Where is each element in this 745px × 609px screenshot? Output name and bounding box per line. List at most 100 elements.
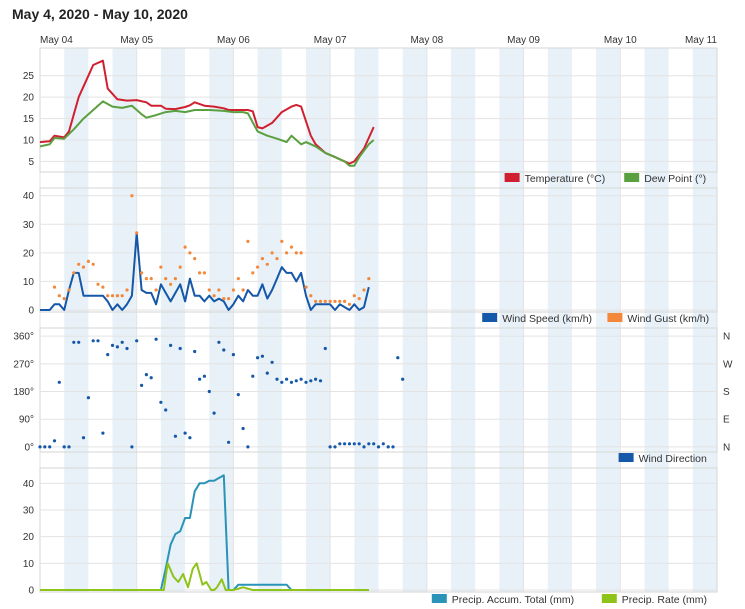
data-point-wind_direction [38, 445, 42, 449]
chart-panels: 5 10 15 20 25 0 10 20 30 40 0° 90° 180° 270° 360° N E S W N… [13, 47, 733, 597]
data-point-wind_direction [381, 442, 385, 446]
legend-label: Dew Point (°) [644, 173, 706, 185]
day-band [402, 48, 427, 592]
data-point-wind_direction [135, 339, 139, 343]
data-point-wind_direction [72, 340, 76, 344]
data-point-wind_direction [227, 440, 231, 444]
data-point-wind_gust [62, 297, 66, 301]
data-point-wind_gust [57, 294, 61, 298]
data-point-wind_direction [401, 377, 405, 381]
day-band [499, 48, 524, 592]
compass-label: E [723, 415, 730, 426]
data-point-wind_gust [231, 288, 235, 292]
data-point-wind_direction [222, 348, 226, 352]
y-tick-label: 10 [23, 559, 35, 570]
data-point-wind_direction [236, 393, 240, 397]
panel-wind: 0 10 20 30 40 [23, 187, 718, 317]
data-point-wind_gust [125, 288, 129, 292]
y-tick-label: 40 [23, 191, 35, 202]
x-tick-label: May 04 [40, 35, 73, 46]
data-point-wind_gust [101, 285, 105, 289]
legend-swatch [504, 173, 520, 182]
compass-label: S [723, 387, 730, 398]
legend-label: Wind Speed (km/h) [502, 313, 592, 325]
data-point-wind_gust [110, 294, 115, 298]
data-point-wind_direction [338, 442, 342, 446]
legends: Dew Point (°) Temperature (°C) Wind Gust (… [431, 173, 709, 606]
day-band [451, 48, 476, 592]
compass-label: N [723, 442, 730, 453]
data-point-wind_direction [347, 442, 352, 446]
x-tick-label: May 10 [604, 35, 637, 46]
data-point-wind_direction [314, 377, 318, 381]
y-tick-label: 90° [19, 415, 34, 426]
data-point-wind_direction [241, 426, 245, 431]
data-point-wind_gust [241, 288, 245, 292]
data-point-wind_direction [246, 445, 250, 449]
legend-swatch [618, 453, 634, 462]
data-point-wind_gust [265, 262, 269, 266]
data-point-wind_gust [256, 265, 260, 269]
panel-frame [39, 327, 718, 453]
data-point-wind_direction [357, 442, 361, 446]
data-point-wind_direction [115, 345, 119, 349]
x-tick-label: May 09 [507, 35, 540, 46]
data-point-wind_gust [328, 299, 332, 303]
y-tick-label: 20 [23, 248, 35, 259]
data-point-wind_gust [164, 277, 168, 281]
y-tick-label: 270° [13, 359, 34, 370]
data-point-wind_direction [270, 360, 274, 364]
data-point-wind_direction [328, 445, 332, 449]
y-tick-label: 0° [24, 442, 34, 453]
y-tick-label: 30 [23, 220, 35, 231]
data-point-wind_direction [212, 411, 216, 415]
data-point-wind_direction [110, 343, 115, 347]
data-point-wind_direction [169, 343, 173, 347]
data-point-wind_gust [135, 231, 139, 235]
data-point-wind_direction [140, 383, 144, 387]
x-tick-label: May 06 [217, 35, 250, 46]
data-point-wind_direction [62, 445, 66, 449]
data-point-wind_direction [299, 377, 303, 381]
data-point-wind_direction [285, 377, 289, 381]
y-tick-label: 0 [28, 586, 34, 597]
data-point-wind_direction [352, 442, 356, 446]
day-band [547, 48, 572, 592]
data-point-wind_direction [159, 400, 163, 404]
data-point-wind_gust [217, 288, 221, 292]
data-point-wind_gust [285, 251, 289, 255]
data-point-wind_gust [236, 277, 240, 281]
data-point-wind_direction [183, 431, 187, 435]
data-point-wind_direction [294, 379, 298, 383]
legend-swatch [601, 594, 617, 603]
data-point-wind_gust [52, 285, 57, 289]
y-tick-label: 10 [23, 277, 35, 288]
data-point-wind_direction [309, 379, 313, 383]
data-point-wind_gust [193, 257, 197, 261]
data-point-wind_direction [164, 408, 168, 412]
data-point-wind_gust [275, 257, 279, 261]
legend-label: Precip. Rate (mm) [622, 594, 707, 606]
x-tick-label: May 11 [685, 35, 717, 46]
legend-label: Temperature (°C) [525, 173, 606, 185]
data-point-wind_gust [106, 294, 110, 298]
day-band [64, 48, 89, 592]
y-tick-label: 40 [23, 479, 35, 490]
legend-label: Precip. Accum. Total (mm) [452, 594, 574, 606]
legend-swatch [624, 173, 640, 182]
data-point-wind_gust [299, 251, 303, 255]
data-point-wind_direction [391, 445, 395, 449]
data-point-wind_direction [362, 445, 366, 449]
data-point-wind_gust [91, 262, 95, 266]
data-point-wind_gust [294, 251, 298, 255]
legend-label: Wind Gust (km/h) [627, 313, 709, 325]
data-point-wind_direction [333, 445, 337, 449]
y-tick-label: 30 [23, 506, 35, 517]
x-tick-label: May 07 [314, 35, 347, 46]
data-point-wind_direction [275, 377, 279, 381]
y-tick-label: 20 [23, 532, 35, 543]
y-tick-label: 5 [28, 157, 34, 168]
series-line-dew_point [39, 100, 375, 167]
data-point-wind_gust [227, 297, 231, 301]
day-band [305, 48, 331, 592]
